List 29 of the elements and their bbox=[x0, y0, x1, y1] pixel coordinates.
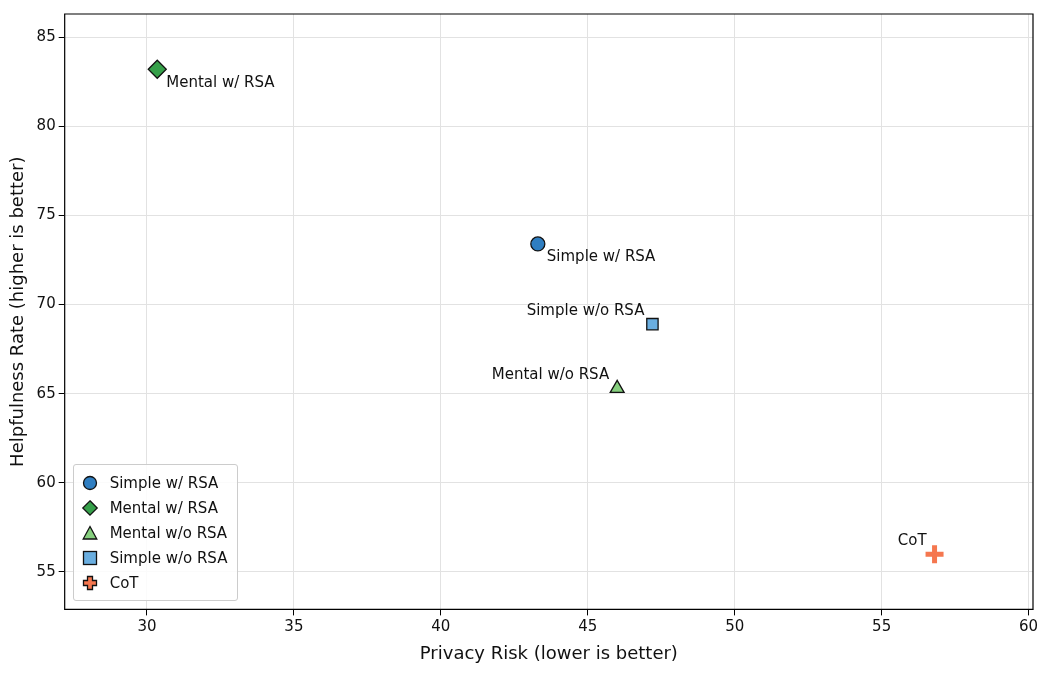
x-axis-title: Privacy Risk (lower is better) bbox=[419, 641, 678, 663]
y-axis-title: Helpfulness Rate (higher is better) bbox=[6, 156, 28, 467]
y-tick-label: 65 bbox=[36, 383, 56, 402]
x-tick-label: 30 bbox=[137, 617, 157, 636]
y-tick-label: 80 bbox=[36, 116, 56, 135]
text: CoT bbox=[897, 530, 927, 549]
point bbox=[147, 59, 167, 79]
x-tick-label: 50 bbox=[725, 617, 745, 636]
text: Mental w/o RSA bbox=[491, 364, 610, 383]
text: Mental w/ RSA bbox=[166, 72, 275, 91]
y-tick-label: 75 bbox=[36, 205, 56, 224]
y-tick-label: 55 bbox=[36, 561, 56, 580]
y-tick-label: 60 bbox=[36, 472, 56, 491]
legend-label: Mental w/o RSA bbox=[109, 523, 228, 542]
legend-label: Mental w/ RSA bbox=[109, 498, 218, 517]
text: Simple w/o RSA bbox=[526, 300, 645, 319]
legend-label: CoT bbox=[109, 573, 139, 592]
x-tick-label: 35 bbox=[284, 617, 304, 636]
y-tick-label: 70 bbox=[36, 294, 56, 313]
legend-label: Simple w/o RSA bbox=[109, 548, 228, 567]
x-tick-label: 40 bbox=[431, 617, 451, 636]
x-tick-label: 55 bbox=[872, 617, 892, 636]
point bbox=[646, 317, 659, 331]
point bbox=[530, 236, 546, 252]
x-tick-label: 45 bbox=[578, 617, 598, 636]
text: Simple w/ RSA bbox=[546, 247, 656, 266]
legend-label: Simple w/ RSA bbox=[109, 473, 219, 492]
x-tick-label: 60 bbox=[1019, 617, 1039, 636]
y-tick-label: 85 bbox=[36, 27, 56, 46]
